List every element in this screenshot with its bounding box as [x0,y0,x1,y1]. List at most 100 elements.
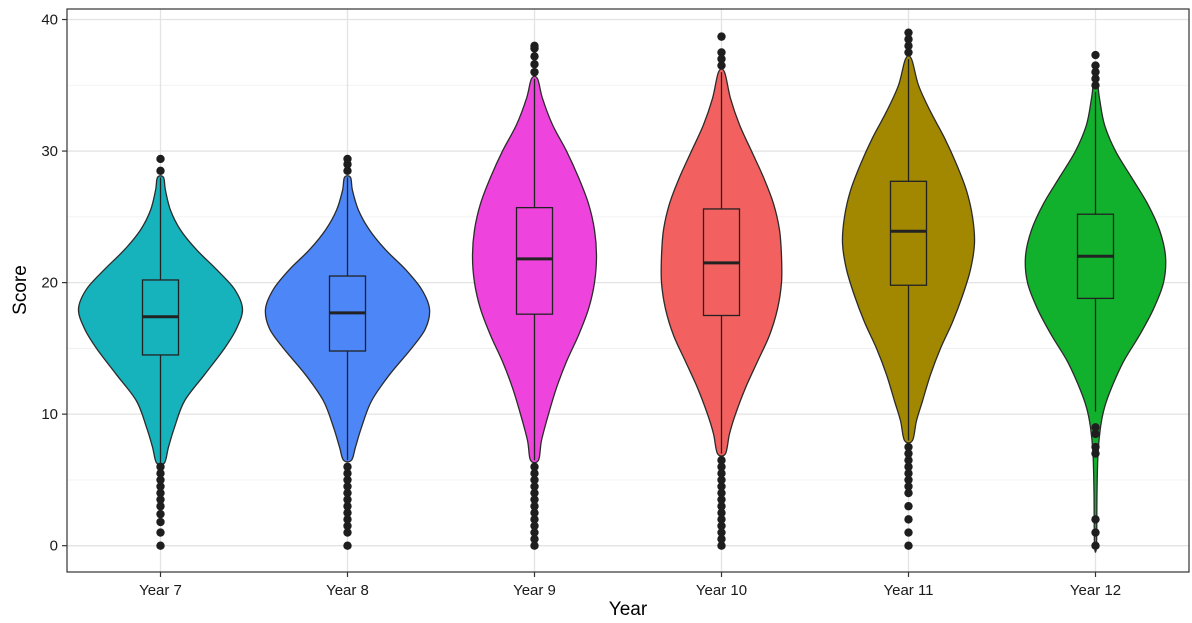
outlier-point [343,502,352,511]
outlier-point [904,502,913,511]
outlier-point [1091,81,1100,90]
outlier-point [156,528,165,537]
outlier-point [904,488,913,498]
outlier-point [156,495,165,504]
box [889,180,928,286]
outlier-point [343,166,352,175]
outlier-point [343,515,352,524]
outlier-point [1091,442,1100,452]
outlier-point [156,488,165,498]
outlier-point [904,469,913,478]
outlier-point [1091,449,1100,458]
outlier-point [1091,74,1100,83]
outlier-point [530,502,539,511]
outlier-point [1091,423,1100,432]
outlier-point [1091,50,1100,60]
outlier-point [343,154,352,164]
outlier-point [904,41,913,51]
outlier-point [717,61,726,70]
outlier-point [343,528,352,537]
outlier-point [530,41,539,51]
outlier-point [343,521,352,531]
box [515,206,554,315]
outlier-point [717,521,726,531]
outlier-point [904,482,913,491]
outlier-point [156,475,165,485]
outlier-point [156,517,165,527]
outlier-point [530,528,539,537]
outlier-point [530,541,539,550]
y-axis: 0 10 20 30 40 [41,12,67,555]
outlier-point [904,48,913,57]
outlier-point [343,495,352,504]
outlier-point [156,166,165,175]
outlier-point [156,482,165,491]
outlier-point [904,35,913,44]
outlier-point [904,528,913,537]
outlier-point [530,67,539,77]
outlier-point [717,495,726,504]
outlier-point [717,508,726,518]
outlier-point [717,502,726,511]
outlier-point [717,534,726,544]
outlier-point [530,469,539,478]
outlier-point [530,521,539,531]
y-tick-label: 30 [41,143,58,160]
plot-panel-border [66,8,1190,573]
x-tick-label: Year 12 [1070,582,1121,599]
outlier-point [156,469,165,478]
outlier-point [904,455,913,465]
outlier-point [717,528,726,537]
x-tick-label: Year 9 [513,582,556,599]
outlier-point [156,509,165,519]
outlier-point [717,32,726,41]
outlier-point [717,54,726,64]
outlier-point [156,154,165,164]
y-tick-label: 20 [41,275,58,292]
outlier-point [904,515,913,524]
outlier-point [343,488,352,498]
outlier-point [530,475,539,485]
outlier-point [717,462,726,471]
outlier-point [1091,515,1100,524]
outlier-point [156,502,165,511]
plot-panel-background [67,9,1189,572]
outlier-point [343,541,352,550]
outlier-point [717,48,726,57]
outlier-point [1091,429,1100,439]
outlier-point [530,488,539,498]
x-axis: Year 7 Year 8 Year 9 Year 10 Year 11 Year 12 [139,572,1121,599]
outlier-point [904,449,913,458]
y-tick-label: 40 [41,12,58,29]
outlier-point [156,462,165,471]
outlier-point [530,482,539,491]
y-tick-label: 10 [41,406,58,423]
outlier-point [530,495,539,504]
outlier-point [1091,541,1100,550]
outlier-points [156,28,1100,550]
x-tick-label: Year 10 [696,582,747,599]
outlier-point [343,508,352,518]
outlier-point [530,515,539,524]
outlier-point [530,508,539,518]
outlier-point [530,462,539,471]
outlier-point [904,541,913,550]
outlier-point [904,475,913,485]
outlier-point [343,482,352,491]
outlier-point [530,60,539,69]
outlier-point [717,482,726,491]
outlier-point [717,455,726,465]
boxplots [141,58,1115,463]
outlier-point [904,28,913,37]
outlier-point [530,534,539,544]
outlier-point [717,475,726,485]
x-tick-label: Year 11 [883,582,933,599]
outlier-point [717,488,726,498]
outlier-point [156,541,165,550]
outlier-point [904,442,913,452]
outlier-point [343,469,352,478]
x-axis-title: Year [609,599,648,620]
outlier-point [1091,528,1100,537]
